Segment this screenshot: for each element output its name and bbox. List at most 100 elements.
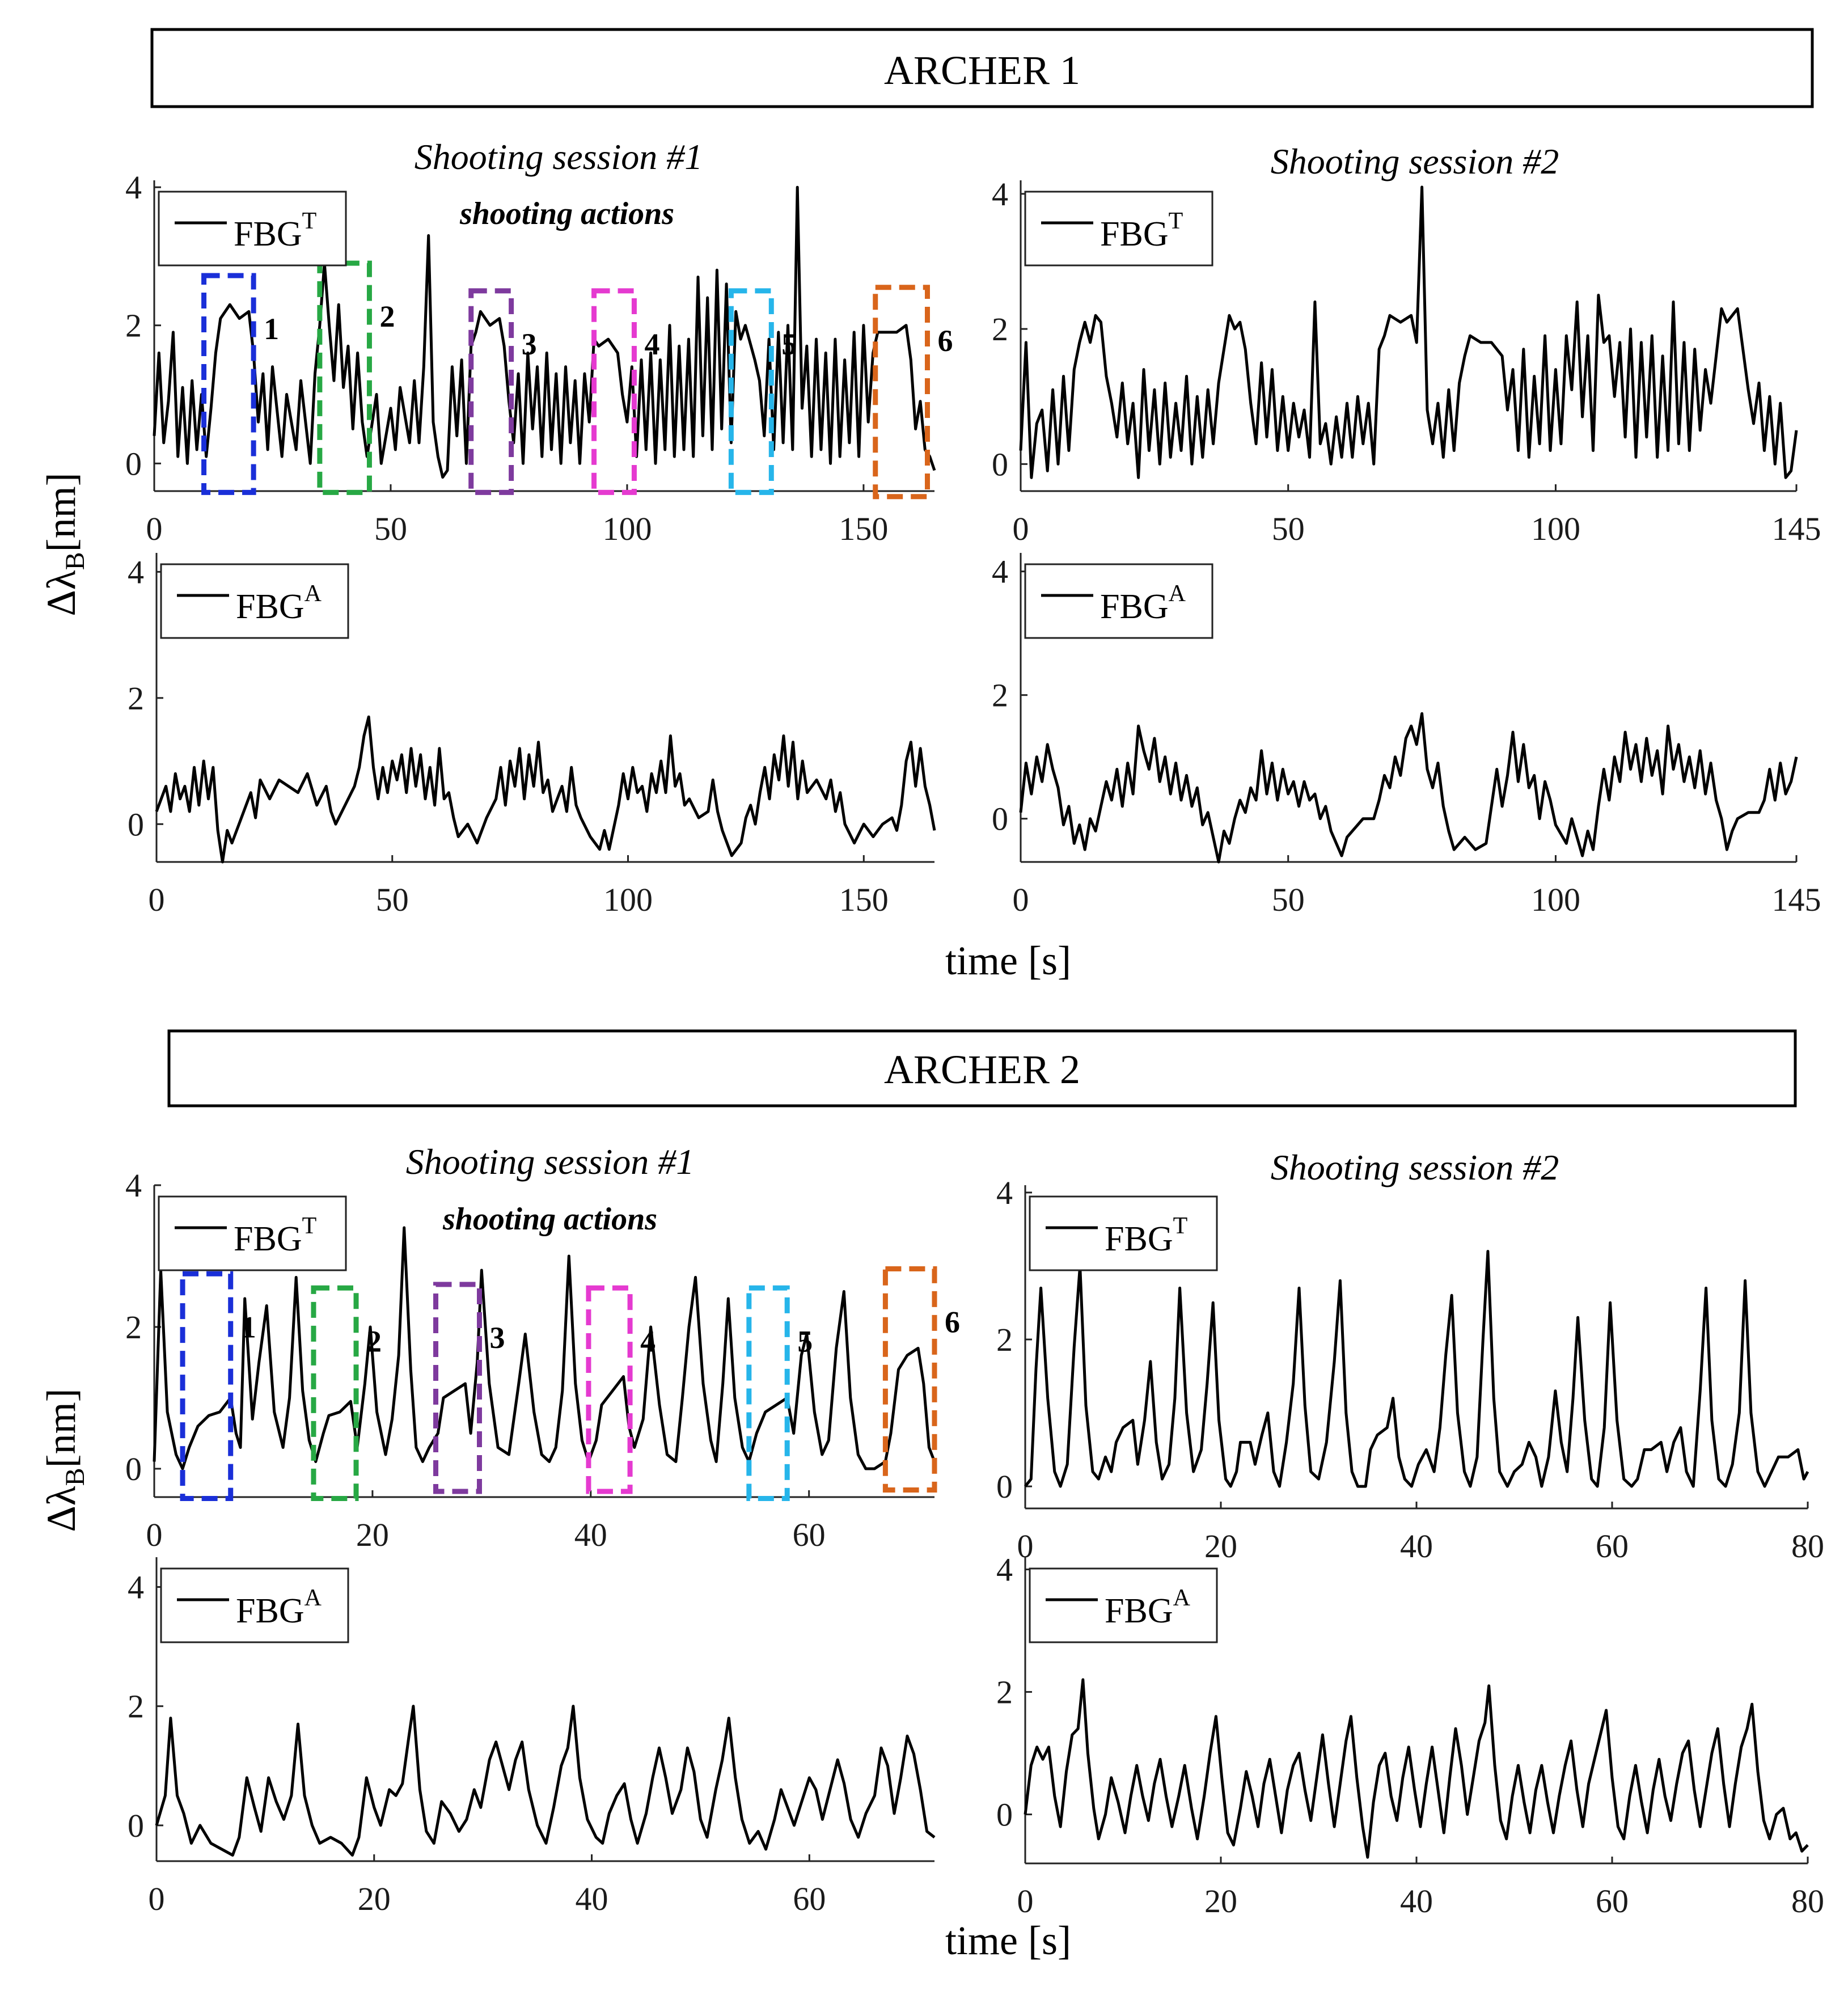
- panel-1-y-tick-label: 2: [125, 307, 142, 344]
- panel-1-action-box-6: [873, 285, 930, 500]
- panel-2-legend-sup: A: [305, 581, 322, 607]
- panel-2-x-tick-label: 50: [376, 881, 409, 918]
- panel-4-x-tick-label: 50: [1272, 881, 1305, 918]
- panel-3-series-1: [1019, 185, 1798, 479]
- panel-5-action-box-5: [746, 1285, 790, 1501]
- panel-8-y-tick-label: 0: [996, 1796, 1013, 1833]
- panel-7-title: Shooting session #2: [1271, 1147, 1559, 1187]
- panel-3-legend-box: [1024, 191, 1213, 267]
- archer-2-banner: ARCHER 2: [884, 1047, 1080, 1092]
- panel-6-y-tick-label: 4: [128, 1569, 144, 1606]
- panel-1-action-label-3: 3: [522, 327, 537, 361]
- panel-3-x-tick-label: 100: [1531, 510, 1580, 547]
- panel-5-title: Shooting session #1: [406, 1142, 694, 1182]
- panel-6-y-tick-label: 0: [128, 1807, 144, 1844]
- panel-6-legend-box: [160, 1567, 349, 1643]
- panel-5-action-label-1: 1: [241, 1310, 256, 1344]
- panel-7-x-tick-label: 60: [1596, 1528, 1629, 1565]
- panel-2-y-tick-label: 0: [128, 806, 144, 843]
- panel-8-series-1: [1024, 1678, 1809, 1859]
- panel-1-x-tick-label: 50: [374, 510, 407, 547]
- panel-5-x-tick-label: 0: [146, 1516, 163, 1553]
- y-axis-label-archer-1: ΔλB[nm]: [39, 472, 90, 616]
- panel-4-y-tick-label: 0: [992, 801, 1008, 838]
- panel-5-action-label-6: 6: [945, 1305, 960, 1339]
- panel-3-y-tick-label: 2: [992, 311, 1008, 348]
- panel-2-x-tick-label: 100: [603, 881, 653, 918]
- panel-5-action-box-4: [586, 1285, 633, 1494]
- panel-7-y-tick-label: 0: [996, 1468, 1013, 1505]
- panel-7-x-tick-label: 20: [1204, 1528, 1237, 1565]
- panel-1-action-label-5: 5: [781, 327, 797, 361]
- archer-2-banner-box: [167, 1029, 1797, 1107]
- panel-4-legend-sup: A: [1169, 581, 1186, 607]
- panel-3-legend-sup: T: [1169, 208, 1183, 234]
- panel-5-legend-box: [158, 1195, 347, 1271]
- panel-2-y-tick-label: 4: [128, 553, 144, 590]
- panel-1-y-tick-label: 4: [125, 169, 142, 206]
- panel-2-x-tick-label: 0: [149, 881, 165, 918]
- panel-8-legend-box: [1029, 1567, 1218, 1643]
- panel-4-x-tick-label: 100: [1531, 881, 1580, 918]
- panel-3-y-tick-label: 4: [992, 176, 1008, 213]
- panel-6-legend-sup: A: [305, 1585, 322, 1611]
- panel-5-x-tick-label: 60: [793, 1516, 826, 1553]
- panel-4: 0 50 100 145 0 2 4 FBGA: [992, 553, 1821, 918]
- panel-7-series-1: [1024, 1250, 1809, 1488]
- panel-1-x-tick-label: 100: [602, 510, 652, 547]
- panel-5-x-tick-label: 40: [574, 1516, 607, 1553]
- panel-1-annotation: shooting actions: [459, 196, 674, 231]
- panel-5-action-label-2: 2: [366, 1324, 382, 1358]
- panel-5-legend-sup: T: [302, 1213, 317, 1239]
- panel-6-x-tick-label: 40: [576, 1880, 608, 1917]
- panel-4-legend-label: FBGA: [1100, 581, 1186, 626]
- panel-1-x-tick-label: 0: [146, 510, 163, 547]
- panel-7-y-tick-label: 2: [996, 1321, 1013, 1358]
- panel-6-x-tick-label: 0: [149, 1880, 165, 1917]
- panel-1-action-box-1: [201, 273, 256, 495]
- panel-3-y-tick-label: 0: [992, 446, 1008, 483]
- panel-5-action-box-6: [882, 1266, 937, 1493]
- panel-2-legend-box: [160, 563, 349, 639]
- panel-1-y-tick-label: 0: [125, 445, 142, 482]
- x-axis-label-archer-1: time [s]: [945, 938, 1071, 983]
- panel-1-action-label-4: 4: [644, 327, 659, 361]
- panel-7-y-tick-label: 4: [996, 1174, 1013, 1211]
- panel-5-x-tick-label: 20: [356, 1516, 389, 1553]
- panel-1-action-label-1: 1: [264, 312, 279, 346]
- panel-8-x-tick-label: 20: [1204, 1883, 1237, 1920]
- panel-8-legend-sup: A: [1173, 1585, 1191, 1611]
- panel-5-annotation: shooting actions: [442, 1202, 657, 1237]
- panel-7-x-tick-label: 40: [1400, 1528, 1433, 1565]
- panel-1-x-tick-label: 150: [839, 510, 888, 547]
- panel-3-x-tick-label: 145: [1772, 510, 1821, 547]
- panel-4-series-1: [1019, 712, 1798, 864]
- panel-2-y-tick-label: 2: [128, 680, 144, 717]
- panel-1-action-label-2: 2: [379, 299, 395, 333]
- archer-1-banner: ARCHER 1: [884, 48, 1080, 93]
- panel-5-action-label-3: 3: [489, 1321, 505, 1355]
- panel-6-x-tick-label: 20: [358, 1880, 391, 1917]
- panel-5-action-label-5: 5: [797, 1324, 813, 1358]
- panel-4-x-tick-label: 0: [1013, 881, 1029, 918]
- panel-1-action-box-5: [728, 288, 774, 495]
- panel-1-series-1: [153, 185, 936, 479]
- panel-6-y-tick-label: 2: [128, 1688, 144, 1725]
- panel-5-action-box-1: [180, 1271, 234, 1501]
- panel-2-series-1: [155, 715, 936, 864]
- panel-5-y-tick-label: 4: [125, 1167, 142, 1204]
- panel-8-y-tick-label: 4: [996, 1552, 1013, 1588]
- panel-4-y-tick-label: 2: [992, 677, 1008, 714]
- panel-7-legend-sup: T: [1173, 1213, 1188, 1239]
- panel-5-y-tick-label: 2: [125, 1309, 142, 1346]
- panel-1-title: Shooting session #1: [415, 137, 703, 177]
- panel-1-legend-sup: T: [302, 208, 317, 234]
- x-axis-label-archer-2: time [s]: [945, 1918, 1071, 1963]
- archer-1-banner-box: [150, 28, 1814, 108]
- panel-1-action-box-3: [468, 288, 514, 495]
- panel-5-action-box-3: [433, 1282, 482, 1494]
